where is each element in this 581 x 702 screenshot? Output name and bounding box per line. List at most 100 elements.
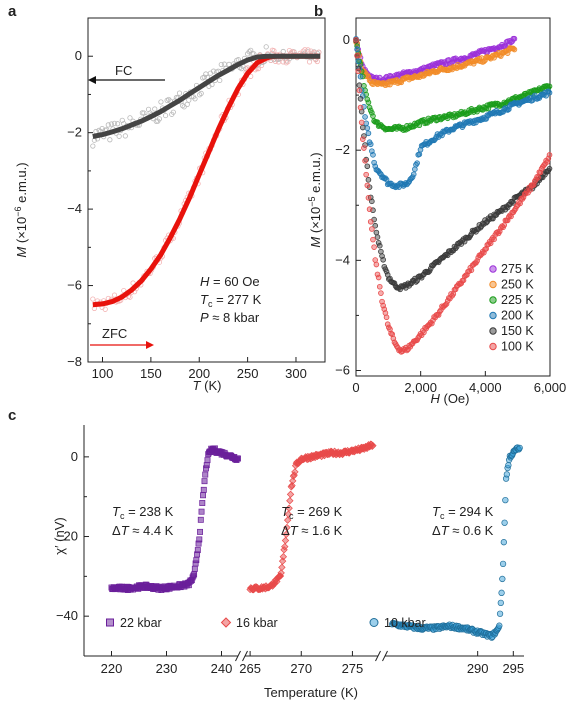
panel-a-xtick-label: 200 — [188, 366, 210, 381]
series-22kbar-point — [204, 457, 211, 464]
series-16kbar-point — [283, 523, 291, 532]
series-5-point — [357, 104, 364, 111]
zfc-label: ZFC — [102, 326, 127, 341]
series-4-point — [357, 95, 364, 102]
panel-b-plot-area: 0 2,000 4,000 6,000 0 −2 −4 −6 — [335, 17, 567, 395]
series-4-point — [510, 200, 517, 206]
panel-c-xtick-label: 265 — [239, 661, 261, 676]
series-22kbar-point — [200, 486, 207, 493]
series-10kbar-point — [496, 610, 504, 617]
series-3-point — [416, 151, 423, 158]
fc-raw-point — [180, 103, 186, 109]
svg-text:P ≈ 8 kbar: P ≈ 8 kbar — [200, 310, 260, 325]
series-2-point — [370, 113, 376, 119]
tc-annotation: Tc = 294 K — [432, 504, 494, 521]
series-5-point — [355, 68, 362, 75]
zfc-raw-point — [305, 47, 311, 53]
legend-label: 22 kbar — [120, 616, 162, 630]
series-16kbar-point — [284, 510, 293, 518]
panel-a-ytick-label: −2 — [67, 125, 82, 140]
series-3-point — [370, 152, 376, 158]
fc-raw-point — [139, 110, 145, 116]
fc-raw-point — [186, 97, 192, 103]
fc-raw-point — [263, 44, 269, 50]
fc-raw-point — [280, 48, 286, 55]
series-4-point — [364, 163, 371, 170]
axis-break-mark — [382, 650, 388, 662]
zfc-raw-point — [90, 296, 96, 302]
series-5-point — [358, 119, 365, 126]
series-4-point — [361, 133, 367, 139]
series-5-point — [356, 87, 363, 94]
series-5-point — [373, 261, 380, 268]
fc-raw-point — [127, 115, 133, 121]
series-4-point — [376, 242, 383, 249]
dt-annotation: ΔT ≈ 0.6 K — [432, 523, 494, 538]
series-5-point — [361, 145, 367, 151]
series-4-point — [372, 222, 379, 229]
zfc-raw-point — [127, 294, 133, 300]
fc-raw-point — [99, 126, 105, 132]
panel-b-xtick-label: 6,000 — [534, 380, 567, 395]
series-10kbar-point — [499, 560, 507, 568]
series-16kbar-point — [286, 497, 294, 505]
series-3-point — [410, 171, 417, 178]
fc-raw-point — [166, 96, 172, 103]
series-4-point — [365, 177, 372, 183]
fc-series-line — [92, 53, 321, 139]
series-16kbar-point — [285, 504, 293, 512]
series-22kbar-point — [201, 478, 208, 485]
tc-annotation: Tc = 238 K — [112, 504, 174, 521]
series-3-point — [354, 46, 360, 53]
legend-marker-22kbar — [106, 618, 114, 627]
fc-raw-point — [152, 106, 158, 112]
zfc-series-line — [92, 53, 321, 308]
series-5-point — [546, 152, 553, 158]
legend-marker-16kbar — [220, 617, 232, 628]
zfc-raw-point — [255, 66, 262, 72]
series-4-point — [391, 280, 398, 287]
fc-raw-point — [162, 112, 169, 119]
dt-annotation: ΔT ≈ 1.6 K — [281, 523, 343, 538]
series-22kbar-point — [199, 500, 206, 506]
fc-raw-point — [197, 92, 203, 98]
series-16kbar-point — [283, 516, 292, 524]
series-16kbar-point — [278, 557, 287, 565]
panel-a-ylabel: M (×10−6 e.m.u.) — [13, 162, 29, 257]
series-22kbar-point — [202, 471, 209, 478]
series-4-point — [546, 165, 553, 172]
series-4-point — [369, 198, 375, 205]
series-3-point — [357, 73, 364, 80]
series-5-point — [383, 314, 390, 321]
series-4-point — [373, 229, 380, 236]
fc-arrow-head — [88, 76, 96, 84]
panel-a-xtick-label: 100 — [92, 366, 114, 381]
series-4-point — [362, 142, 368, 148]
series-0-point — [511, 35, 518, 42]
series-5-point — [371, 244, 377, 250]
series-5-point — [468, 267, 475, 273]
legend-label: 225 K — [501, 293, 534, 307]
series-3-point — [355, 58, 362, 65]
series-4-point — [380, 256, 386, 263]
fc-raw-point — [105, 122, 111, 128]
series-5-point — [370, 236, 376, 243]
series-3-point — [362, 114, 368, 120]
series-10kbar-point — [503, 471, 511, 478]
series-3-point — [409, 174, 416, 180]
series-5-point — [375, 274, 382, 281]
legend-label: 150 K — [501, 324, 534, 338]
zfc-raw-point — [102, 306, 108, 312]
series-16kbar-point — [288, 481, 296, 490]
fc-raw-point — [201, 74, 207, 80]
panel-a-frame — [87, 17, 326, 363]
zfc-arrow-head — [146, 341, 154, 349]
fc-raw-point — [111, 120, 118, 126]
series-5-point — [501, 222, 508, 228]
series-10kbar-point — [496, 622, 503, 629]
series-22kbar-point — [191, 565, 198, 572]
series-2-point — [365, 99, 372, 106]
panel-c-ylabel: χ′ (nV) — [52, 517, 67, 554]
panel-c-legend: 22 kbar 16 kbar 10 kbar — [106, 616, 426, 630]
series-3-point — [546, 89, 553, 96]
